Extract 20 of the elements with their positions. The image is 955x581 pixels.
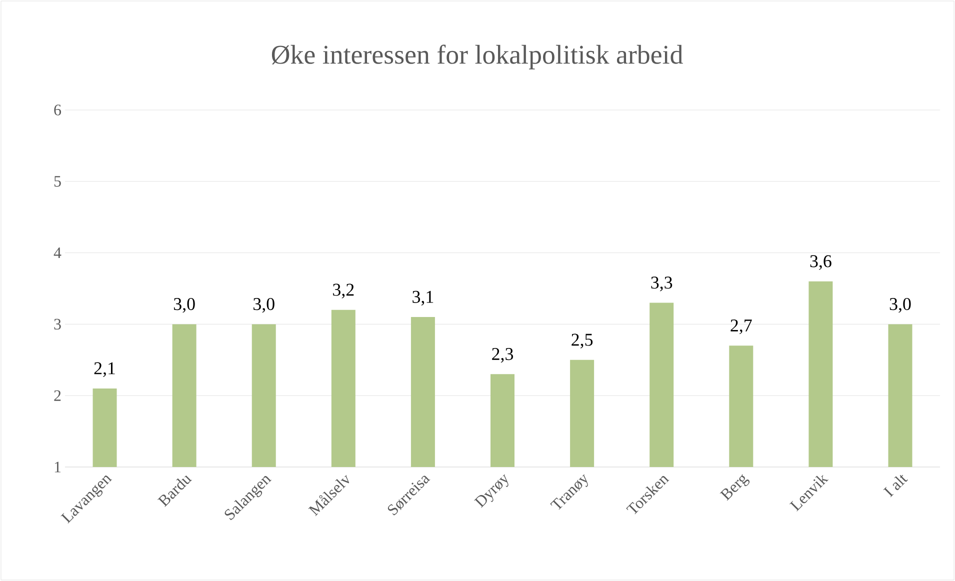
y-tick-label: 3	[54, 318, 61, 330]
y-tick-label: 4	[54, 248, 62, 258]
y-tick-label: 5	[54, 176, 61, 187]
x-tick-label: I alt	[883, 474, 908, 498]
data-label: 3,2	[333, 284, 354, 298]
data-label: 3,3	[651, 276, 672, 292]
data-label: 3,0	[254, 298, 274, 313]
data-label: 3,1	[412, 290, 434, 306]
data-label: 2,5	[572, 334, 593, 348]
data-label: 3,0	[890, 298, 911, 313]
y-tick-label: 6	[54, 104, 62, 116]
x-tick-label: Berg	[720, 474, 750, 501]
data-label: 2,1	[94, 362, 115, 377]
y-tick-label: 1	[54, 462, 61, 472]
chart-title: Øke interessen for lokalpolitisk arbeid	[272, 44, 683, 70]
data-label: 2,3	[492, 348, 514, 363]
data-label: 3,6	[810, 255, 832, 270]
data-label: 3,0	[174, 298, 195, 313]
data-label: 2,7	[730, 319, 752, 334]
y-tick-label: 2	[54, 390, 61, 401]
